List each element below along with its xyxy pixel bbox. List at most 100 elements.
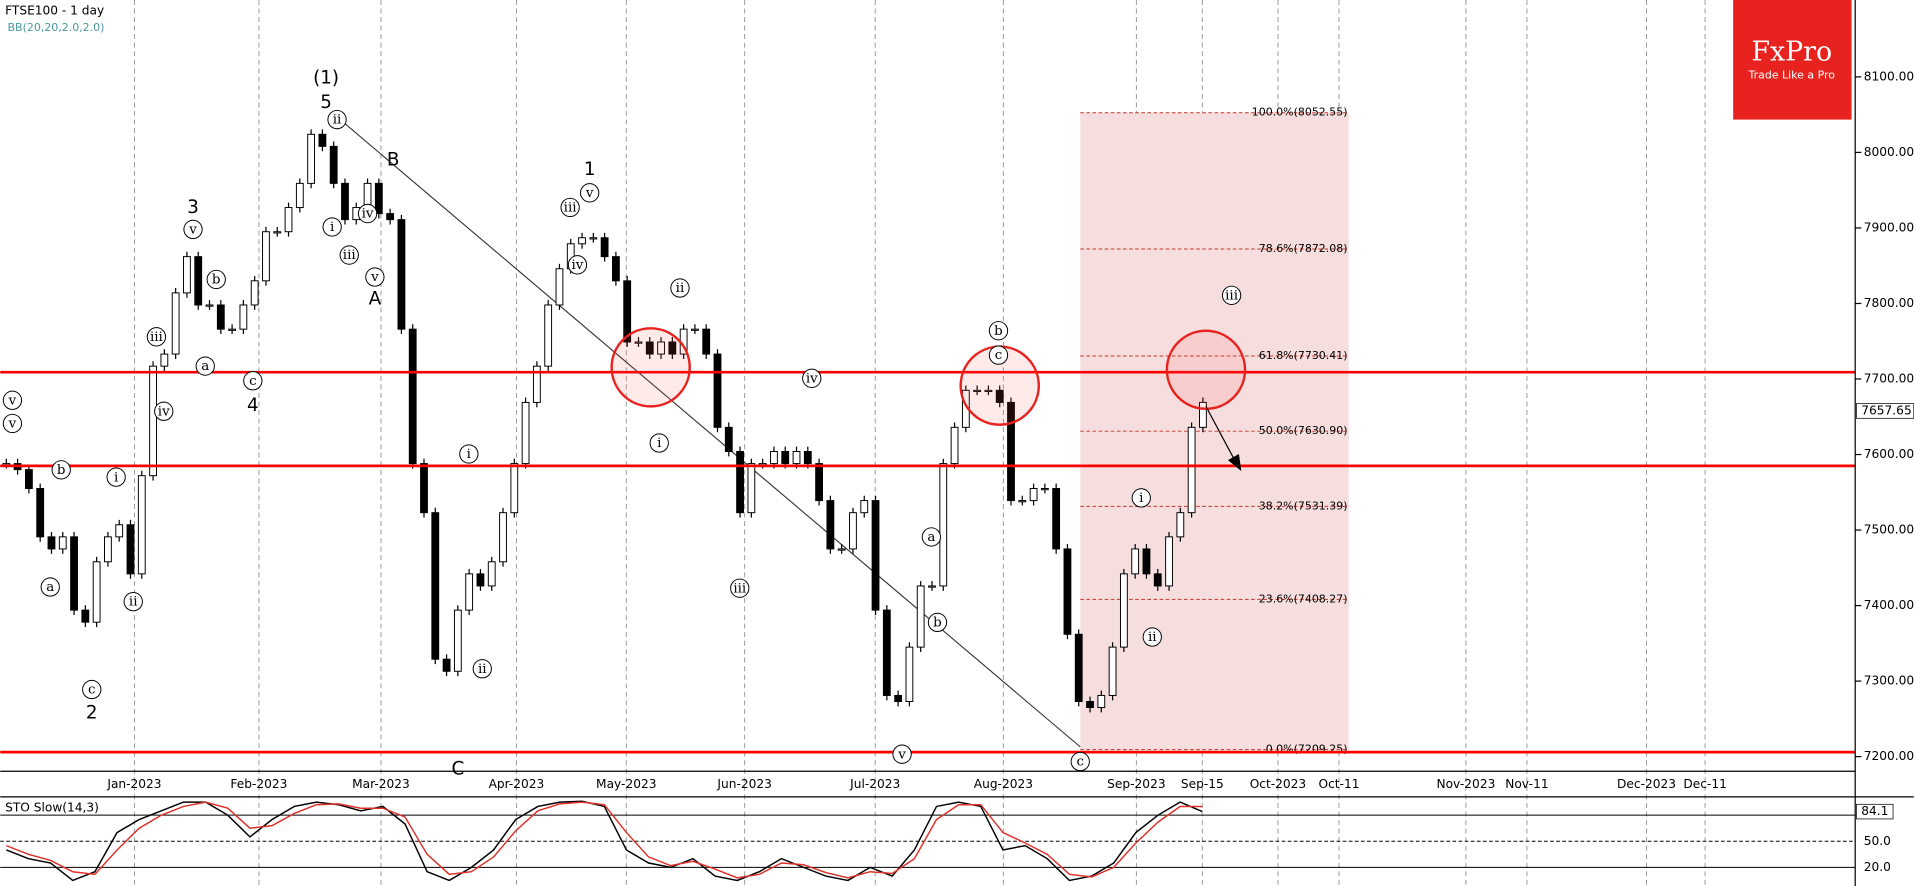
wave-label: b	[994, 324, 1003, 339]
fib-label: 23.6%(7408.27)	[1259, 592, 1348, 605]
wave-label: 1	[584, 159, 596, 180]
wave-label: ii	[676, 281, 685, 296]
logo-tagline: Trade Like a Pro	[1748, 69, 1836, 82]
candle	[1063, 548, 1072, 635]
x-tick-label: Oct-11	[1318, 777, 1359, 791]
x-tick-label: Jun-2023	[716, 777, 771, 791]
x-tick-label: Dec-2023	[1617, 777, 1676, 791]
fib-label: 100.0%(8052.55)	[1252, 106, 1348, 119]
y-tick-label: 7300.00	[1864, 674, 1914, 688]
candle	[36, 488, 45, 538]
wave-label: v	[585, 186, 594, 201]
candle	[950, 426, 959, 465]
wave-circle	[567, 255, 588, 275]
wave-label: iv	[572, 258, 584, 273]
wave-circle	[670, 278, 690, 298]
oscillator-last-label: 84.1	[1861, 804, 1888, 818]
wave-circle	[51, 460, 71, 480]
candle	[1199, 401, 1207, 428]
candle	[510, 463, 519, 514]
y-tick-label: 7800.00	[1864, 296, 1914, 310]
fib-label: 0.0%(7209.25)	[1266, 743, 1348, 756]
wave-label: b	[57, 463, 66, 478]
candle	[1108, 646, 1117, 696]
wave-circle	[183, 219, 203, 240]
wave-circle	[1221, 285, 1242, 305]
wave-circle	[195, 356, 215, 376]
x-tick-label: Sep-2023	[1107, 777, 1165, 791]
y-tick-label: 7200.00	[1864, 749, 1914, 763]
candle	[1165, 536, 1173, 587]
candle	[1119, 573, 1128, 648]
trend-line	[335, 115, 1081, 748]
wave-circle	[921, 527, 942, 547]
candle	[273, 231, 282, 234]
candle	[544, 304, 553, 367]
highlight-circle	[1165, 329, 1247, 411]
candle	[92, 561, 101, 623]
highlight-circle	[610, 327, 691, 408]
y-tick-label: 7600.00	[1864, 447, 1914, 461]
wave-circle	[146, 327, 167, 347]
fib-label: 38.2%(7531.39)	[1259, 499, 1348, 512]
x-tick-label: Oct-2023	[1250, 777, 1307, 791]
candle	[521, 401, 530, 465]
wave-circle	[649, 433, 669, 453]
candle	[645, 341, 654, 355]
x-tick-label: Apr-2023	[489, 777, 545, 791]
candle	[623, 280, 632, 343]
wave-label: ii	[1148, 630, 1157, 645]
wave-circle	[243, 371, 263, 391]
wave-circle	[927, 612, 948, 633]
target-arrowhead	[1227, 453, 1242, 472]
wave-circle	[322, 217, 342, 237]
y-tick-label: 7500.00	[1864, 523, 1914, 537]
candle	[555, 268, 564, 306]
candle	[928, 585, 936, 588]
candle	[837, 548, 846, 551]
wave-label: v	[188, 223, 197, 238]
candle	[1040, 488, 1049, 491]
fib-label: 78.6%(7872.08)	[1259, 242, 1348, 255]
candle	[826, 500, 835, 550]
main-layer: Jan-2023 Feb-2023 Mar-2023 Apr-2023 May-2023…	[0, 68, 1914, 882]
candle	[341, 182, 349, 221]
wave-label: a	[201, 359, 209, 374]
wave-label: iv	[362, 207, 374, 222]
candle	[442, 658, 451, 672]
candle	[995, 389, 1004, 403]
candle	[532, 365, 541, 403]
candle	[713, 353, 722, 428]
candle	[657, 341, 665, 355]
logo-brand: FxPro	[1751, 37, 1832, 68]
wave-label: v	[370, 270, 379, 285]
x-tick-label: Nov-11	[1505, 777, 1548, 791]
candle	[984, 389, 993, 393]
candle	[882, 609, 891, 696]
wave-circle	[988, 345, 1009, 365]
wave-label: iv	[806, 371, 818, 386]
wave-circle	[154, 401, 174, 421]
x-tick-label: Dec-11	[1683, 777, 1727, 791]
candle	[408, 328, 417, 465]
candle	[702, 328, 711, 355]
wave-circle	[1142, 627, 1162, 647]
wave-label: c	[1077, 755, 1085, 770]
wave-circle	[327, 109, 347, 130]
candle	[724, 426, 733, 452]
wave-label: i	[330, 220, 334, 235]
wave-label: iii	[343, 248, 356, 263]
candle	[1187, 426, 1196, 514]
wave-label: ii	[478, 662, 487, 677]
candle	[1086, 701, 1094, 709]
candle	[58, 536, 67, 550]
wave-label: c	[249, 374, 257, 389]
candle	[578, 237, 586, 245]
wave-label: i	[467, 447, 471, 462]
candle	[1074, 633, 1083, 702]
wave-label: (1)	[313, 68, 339, 89]
oscillator-tick-label: 50.0	[1864, 834, 1891, 848]
wave-circle	[357, 203, 378, 224]
candle	[420, 463, 428, 514]
x-tick-label: Nov-2023	[1436, 777, 1495, 791]
